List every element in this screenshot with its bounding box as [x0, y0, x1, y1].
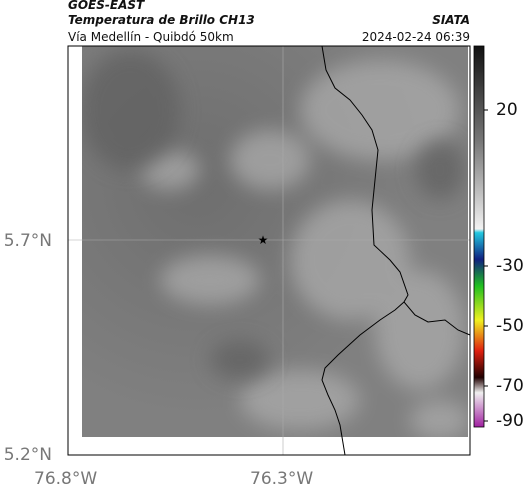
source: SIATA — [432, 13, 470, 27]
lat-label: 5.2°N — [3, 445, 52, 465]
satellite: GOES-EAST — [68, 0, 145, 12]
satellite-image — [82, 46, 468, 437]
colorbar-tick-label: -30 — [496, 256, 524, 276]
lat-label: 5.7°N — [3, 231, 52, 251]
product: Temperatura de Brillo CH13 — [68, 13, 255, 27]
map-frame — [67, 45, 471, 456]
colorbar-tick-label: -70 — [496, 376, 524, 396]
border-line — [321, 45, 471, 456]
colorbar-tick-label: -50 — [496, 316, 524, 336]
colorbar-tick-label: 20 — [496, 100, 518, 120]
colorbar-tick-label: -90 — [496, 411, 524, 431]
colorbar — [473, 45, 485, 428]
location-marker: ★ — [258, 233, 269, 247]
timestamp: 2024-02-24 06:39 — [361, 30, 470, 44]
lon-label: 76.8°W — [34, 469, 98, 489]
lon-label: 76.3°W — [250, 469, 314, 489]
colorbar-ticks — [484, 109, 488, 422]
region: Vía Medellín - Quibdó 50km — [68, 30, 234, 44]
